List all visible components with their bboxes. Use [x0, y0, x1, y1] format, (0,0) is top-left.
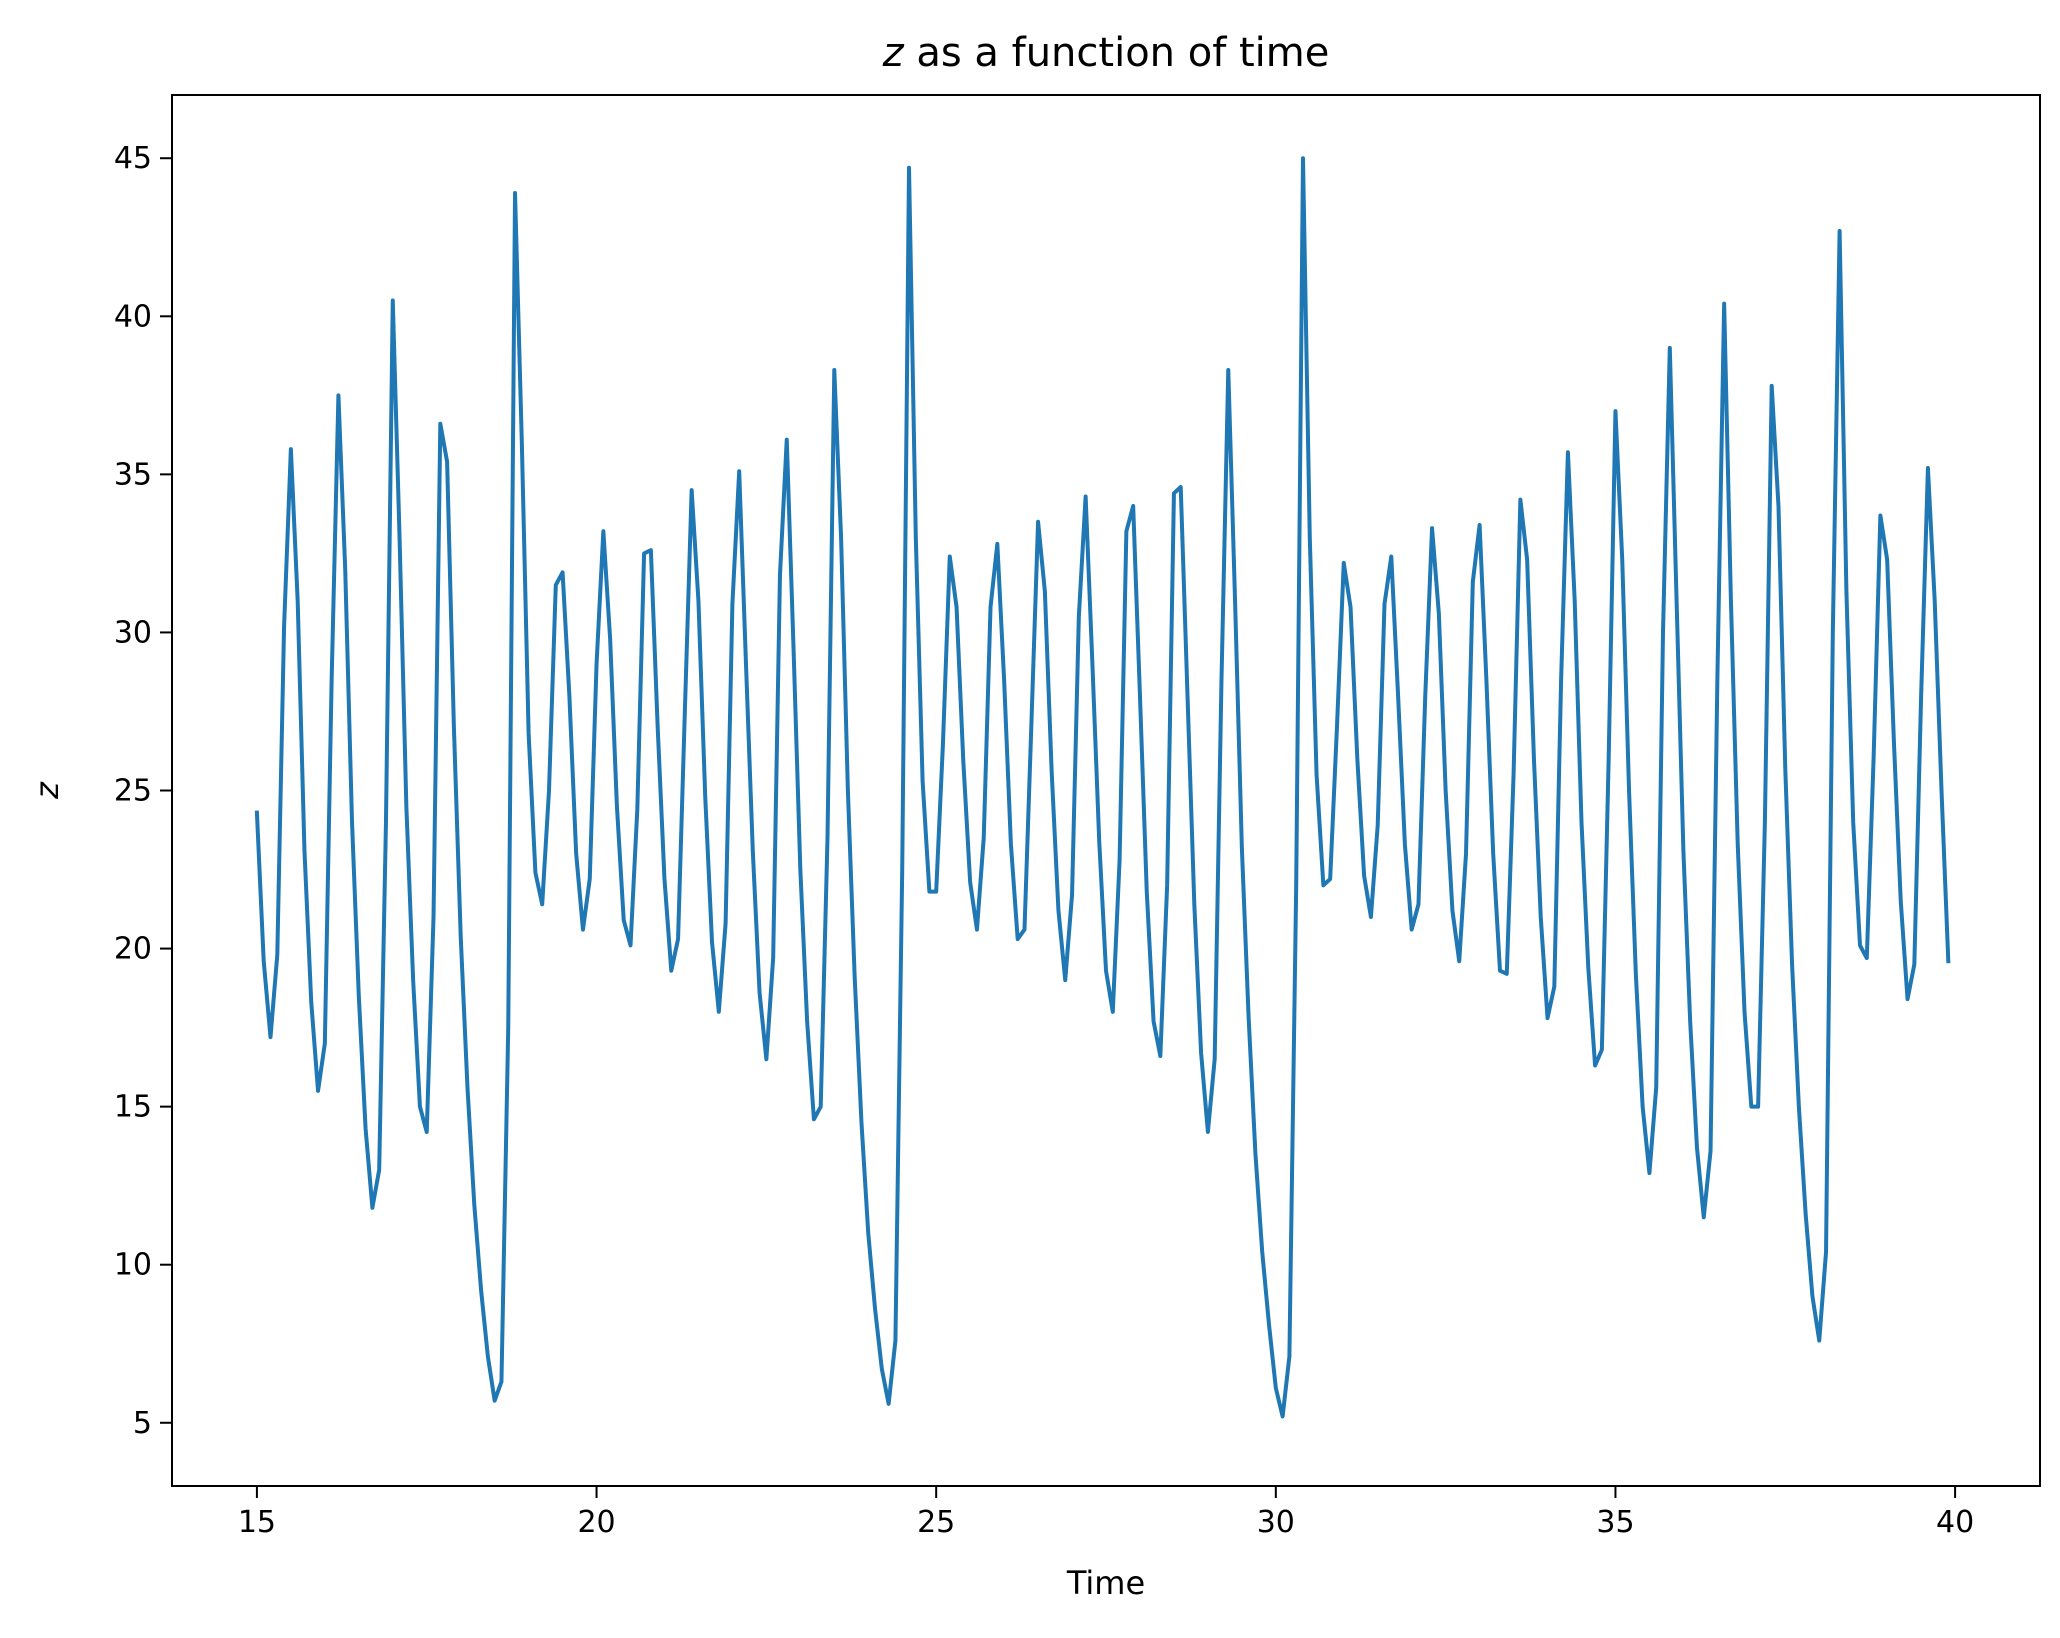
x-tick-label: 15 — [238, 1505, 276, 1540]
x-tick-label: 40 — [1936, 1505, 1974, 1540]
x-tick-label: 35 — [1596, 1505, 1634, 1540]
x-axis-ticks: 15 20 25 30 35 40 — [238, 1486, 1974, 1540]
y-tick-label: 30 — [114, 615, 152, 650]
y-tick-label: 40 — [114, 299, 152, 334]
y-tick-label: 15 — [114, 1090, 152, 1125]
x-tick-label: 20 — [577, 1505, 615, 1540]
y-tick-label: 35 — [114, 457, 152, 492]
y-tick-label: 25 — [114, 774, 152, 809]
plot-frame — [171, 94, 2041, 1487]
y-tick-label: 5 — [133, 1406, 152, 1441]
y-tick-label: 45 — [114, 141, 152, 176]
y-axis-ticks: 5 10 15 20 25 30 35 40 45 — [114, 141, 172, 1441]
y-tick-label: 20 — [114, 932, 152, 967]
chart-title: z as a function of time — [882, 30, 1330, 76]
x-tick-label: 25 — [917, 1505, 955, 1540]
series-line-z — [254, 156, 1951, 1419]
y-axis-label: z — [28, 781, 66, 800]
chart-title-rest: as a function of time — [904, 30, 1330, 76]
y-tick-label: 10 — [114, 1248, 152, 1283]
chart-title-var: z — [882, 30, 905, 76]
x-axis-label: Time — [1066, 1564, 1145, 1602]
x-tick-label: 30 — [1257, 1505, 1295, 1540]
